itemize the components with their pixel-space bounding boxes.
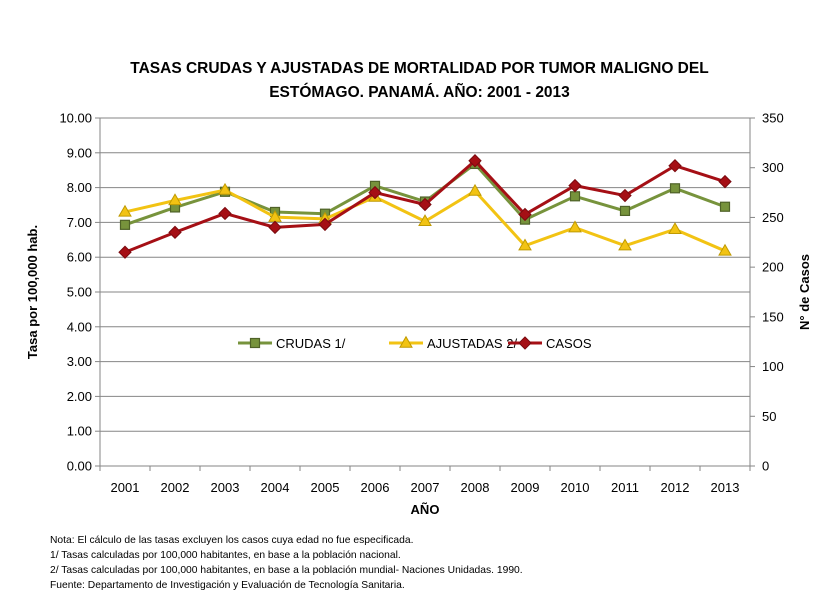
legend-marker-crudas-1 bbox=[249, 337, 261, 349]
data-point-crudas-1 bbox=[619, 205, 631, 217]
x-tick-label: 2005 bbox=[311, 480, 340, 495]
data-point-ajustadas-2 bbox=[518, 238, 532, 251]
x-tick-label: 2010 bbox=[561, 480, 590, 495]
data-point-casos bbox=[518, 207, 532, 222]
data-point-crudas-1 bbox=[719, 201, 731, 212]
x-tick-label: 2011 bbox=[611, 480, 639, 495]
y2-tick-label: 0 bbox=[762, 459, 769, 474]
data-point-casos bbox=[468, 154, 482, 168]
data-point-casos bbox=[218, 206, 232, 221]
data-point-ajustadas-2 bbox=[668, 222, 682, 235]
legend-label-casos: CASOS bbox=[546, 336, 592, 351]
y2-tick-label: 300 bbox=[762, 160, 784, 175]
data-point-ajustadas-2 bbox=[218, 182, 232, 195]
y2-tick-label: 50 bbox=[762, 409, 776, 424]
y2-tick-label: 250 bbox=[762, 210, 784, 225]
y-tick-label: 8.00 bbox=[67, 180, 92, 195]
y-tick-label: 10.00 bbox=[59, 111, 92, 126]
x-tick-label: 2001 bbox=[111, 480, 140, 495]
chart-title-line-1: TASAS CRUDAS Y AJUSTADAS DE MORTALIDAD P… bbox=[130, 60, 709, 77]
y2-axis-title: N° de Casos bbox=[797, 254, 812, 330]
legend-marker-casos bbox=[518, 336, 532, 350]
x-tick-label: 2004 bbox=[261, 480, 290, 495]
x-tick-label: 2009 bbox=[511, 480, 540, 495]
y2-tick-label: 100 bbox=[762, 359, 784, 374]
footnote-1: 1/ Tasas calculadas por 100,000 habitant… bbox=[50, 550, 401, 561]
data-point-crudas-1 bbox=[569, 191, 581, 202]
y-tick-label: 4.00 bbox=[67, 319, 92, 334]
legend-marker-ajustadas-2 bbox=[399, 335, 413, 348]
data-point-casos bbox=[168, 225, 182, 240]
data-point-casos bbox=[268, 220, 282, 235]
footnote-2: 2/ Tasas calculadas por 100,000 habitant… bbox=[50, 565, 523, 576]
y-axis-title: Tasa por 100,000 hab. bbox=[25, 225, 40, 359]
x-tick-label: 2008 bbox=[461, 480, 490, 495]
data-point-ajustadas-2 bbox=[468, 183, 482, 196]
footnotes: Nota: El cálculo de las tasas excluyen l… bbox=[50, 533, 523, 593]
y-tick-label: 7.00 bbox=[67, 215, 92, 230]
x-axis-title: AÑO bbox=[411, 502, 440, 517]
data-point-casos bbox=[618, 188, 632, 203]
y-tick-label: 5.00 bbox=[67, 285, 92, 300]
x-tick-label: 2012 bbox=[661, 480, 690, 495]
x-tick-label: 2003 bbox=[211, 480, 240, 495]
data-point-casos bbox=[418, 197, 432, 212]
data-point-casos bbox=[668, 159, 682, 173]
data-point-casos bbox=[568, 178, 582, 193]
data-point-ajustadas-2 bbox=[568, 220, 582, 233]
data-point-casos bbox=[118, 245, 132, 259]
y-tick-label: 9.00 bbox=[67, 145, 92, 160]
footnote-fuente: Fuente: Departamento de Investigación y … bbox=[50, 580, 405, 591]
x-tick-label: 2006 bbox=[361, 480, 390, 495]
data-point-casos bbox=[718, 174, 732, 189]
y-tick-label: 3.00 bbox=[67, 354, 92, 369]
data-point-ajustadas-2 bbox=[118, 204, 132, 217]
y2-tick-label: 200 bbox=[762, 260, 784, 275]
data-point-crudas-1 bbox=[669, 183, 681, 194]
data-point-crudas-1 bbox=[119, 219, 131, 230]
y2-tick-label: 350 bbox=[762, 111, 784, 126]
legend-label-crudas-1: CRUDAS 1/ bbox=[276, 336, 346, 351]
y-tick-label: 1.00 bbox=[67, 424, 92, 439]
data-point-ajustadas-2 bbox=[718, 243, 732, 256]
legend-label-ajustadas-2: AJUSTADAS 2/ bbox=[427, 336, 517, 351]
y-tick-label: 2.00 bbox=[67, 389, 92, 404]
footnote-nota: Nota: El cálculo de las tasas excluyen l… bbox=[50, 535, 414, 546]
data-point-ajustadas-2 bbox=[418, 214, 432, 227]
data-point-casos bbox=[318, 217, 332, 232]
x-tick-label: 2002 bbox=[161, 480, 190, 495]
data-point-casos bbox=[368, 185, 382, 200]
chart-title-line-2: ESTÓMAGO. PANAMÁ. AÑO: 2001 - 2013 bbox=[269, 84, 570, 101]
x-tick-label: 2007 bbox=[411, 480, 440, 495]
data-point-ajustadas-2 bbox=[168, 193, 182, 206]
data-point-ajustadas-2 bbox=[618, 238, 632, 251]
y2-tick-label: 150 bbox=[762, 309, 784, 324]
x-tick-label: 2013 bbox=[711, 480, 740, 495]
y-tick-label: 6.00 bbox=[67, 250, 92, 265]
y-tick-label: 0.00 bbox=[67, 459, 92, 474]
